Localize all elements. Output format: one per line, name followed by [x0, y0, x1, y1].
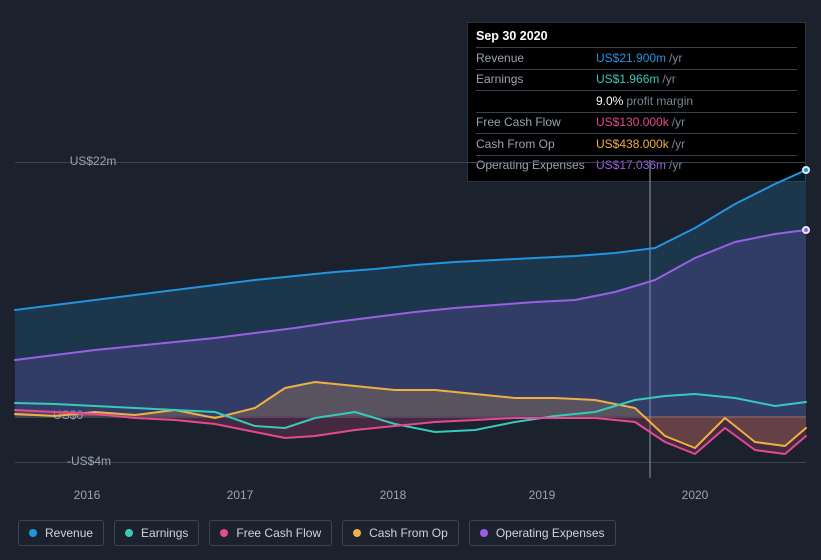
- legend-label: Free Cash Flow: [236, 526, 321, 540]
- legend-label: Earnings: [141, 526, 188, 540]
- legend-color-dot: [480, 529, 488, 537]
- legend-color-dot: [220, 529, 228, 537]
- legend-label: Revenue: [45, 526, 93, 540]
- x-axis-label: 2020: [682, 488, 709, 502]
- tooltip-metric-unit: profit margin: [626, 94, 693, 110]
- tooltip-row: Free Cash FlowUS$130.000k/yr: [476, 112, 797, 134]
- chart-svg: [15, 150, 806, 470]
- tooltip-metric-unit: /yr: [672, 115, 685, 131]
- tooltip-metric-unit: /yr: [669, 51, 682, 67]
- tooltip-metric-unit: /yr: [662, 72, 675, 88]
- tooltip-row: 9.0%profit margin: [476, 90, 797, 112]
- series-end-marker: [802, 226, 810, 234]
- legend-item[interactable]: Operating Expenses: [469, 520, 616, 546]
- series-fill: [15, 410, 806, 454]
- x-axis-label: 2017: [227, 488, 254, 502]
- legend-item[interactable]: Free Cash Flow: [209, 520, 332, 546]
- tooltip-metric-label: Revenue: [476, 51, 596, 67]
- legend-color-dot: [125, 529, 133, 537]
- x-axis-label: 2019: [529, 488, 556, 502]
- tooltip-metric-value: US$21.900m: [596, 51, 666, 67]
- legend-color-dot: [29, 529, 37, 537]
- x-axis-label: 2016: [74, 488, 101, 502]
- tooltip-row: EarningsUS$1.966m/yr: [476, 69, 797, 91]
- tooltip-date: Sep 30 2020: [476, 29, 797, 43]
- tooltip-metric-label: Free Cash Flow: [476, 115, 596, 131]
- legend-label: Cash From Op: [369, 526, 448, 540]
- legend-color-dot: [353, 529, 361, 537]
- legend-item[interactable]: Revenue: [18, 520, 104, 546]
- tooltip-metric-value: US$130.000k: [596, 115, 669, 131]
- legend-item[interactable]: Cash From Op: [342, 520, 459, 546]
- tooltip-metric-label: [476, 94, 596, 110]
- x-axis-label: 2018: [380, 488, 407, 502]
- tooltip-row: RevenueUS$21.900m/yr: [476, 47, 797, 69]
- tooltip-metric-label: Earnings: [476, 72, 596, 88]
- series-end-marker: [802, 166, 810, 174]
- chart-legend: Revenue Earnings Free Cash Flow Cash From O…: [18, 520, 616, 546]
- tooltip-metric-value: US$1.966m: [596, 72, 659, 88]
- tooltip-metric-value: 9.0%: [596, 94, 623, 110]
- legend-label: Operating Expenses: [496, 526, 605, 540]
- financials-area-chart[interactable]: US$22m US$0 -US$4m 20162017201820192020: [15, 150, 806, 490]
- legend-item[interactable]: Earnings: [114, 520, 199, 546]
